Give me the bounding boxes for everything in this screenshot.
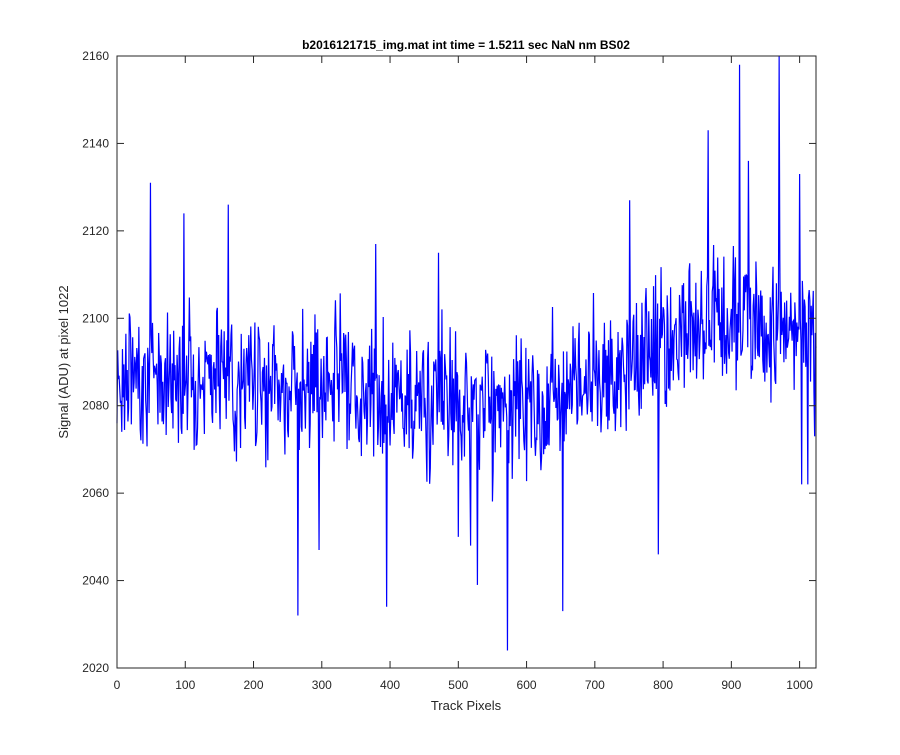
y-axis: 2020 2040 2060 2080 2100 2120 2140 2160 [82, 49, 816, 675]
x-tick-label: 700 [585, 678, 605, 692]
y-tick-label: 2040 [82, 574, 109, 588]
x-tick-label: 100 [175, 678, 195, 692]
x-axis: 0 100 200 300 400 500 600 700 800 900 1000 [114, 56, 813, 692]
y-tick-label: 2120 [82, 224, 109, 238]
x-tick-label: 800 [653, 678, 673, 692]
y-tick-label: 2060 [82, 486, 109, 500]
series-layer [116, 55, 817, 651]
x-tick-label: 0 [114, 678, 121, 692]
series-line-0 [116, 55, 817, 651]
y-axis-label: Signal (ADU) at pixel 1022 [56, 285, 71, 438]
x-tick-label: 200 [244, 678, 264, 692]
x-axis-label: Track Pixels [431, 698, 502, 713]
x-tick-label: 900 [721, 678, 741, 692]
x-tick-label: 1000 [786, 678, 813, 692]
chart-title: b2016121715_img.mat int time = 1.5211 se… [302, 38, 630, 52]
y-tick-label: 2080 [82, 399, 109, 413]
x-tick-label: 400 [380, 678, 400, 692]
plot-frame [116, 55, 817, 669]
y-tick-label: 2140 [82, 136, 109, 150]
x-tick-label: 500 [448, 678, 468, 692]
x-tick-label: 300 [312, 678, 332, 692]
y-tick-label: 2020 [82, 661, 109, 675]
y-tick-label: 2100 [82, 311, 109, 325]
x-tick-label: 600 [517, 678, 537, 692]
y-tick-label: 2160 [82, 49, 109, 63]
